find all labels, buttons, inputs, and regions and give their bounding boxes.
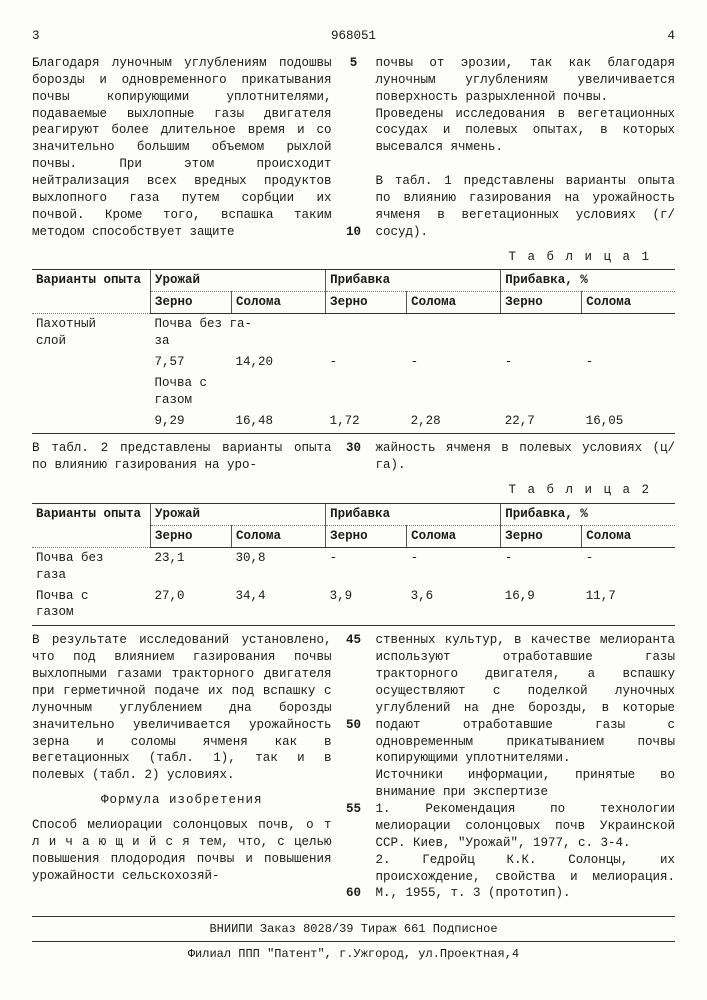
top-columns: Благодаря луночным углублениям подошвы б… xyxy=(32,55,675,241)
page-right: 4 xyxy=(667,28,675,45)
table1-caption: Т а б л и ц а 1 xyxy=(32,249,651,266)
page-header: 3 968051 4 xyxy=(32,28,675,45)
t1-rowlabel: Пахотный слой xyxy=(32,314,151,352)
table2: Варианты опыта Урожай Прибавка Прибавка,… xyxy=(32,503,675,626)
line-numbers-bottom: 45 50 55 60 xyxy=(346,632,362,902)
formula-title: Формула изобретения xyxy=(32,792,332,809)
page-left: 3 xyxy=(32,28,40,45)
bottom-columns: В результате исследований установлено, ч… xyxy=(32,632,675,902)
footer: ВНИИПИ Заказ 8028/39 Тираж 661 Подписное… xyxy=(32,916,675,962)
line-numbers-top: 5 10 xyxy=(346,55,362,241)
bottom-right: ственных культур, в качестве мелиоранта … xyxy=(376,632,676,902)
mid-columns: В табл. 2 представлены варианты опыта по… xyxy=(32,440,675,474)
table2-caption: Т а б л и ц а 2 xyxy=(32,482,651,499)
top-left-col: Благодаря луночным углублениям подошвы б… xyxy=(32,55,332,241)
table1: Варианты опыта Урожай Прибавка Прибавка,… xyxy=(32,269,675,434)
bottom-left: В результате исследований установлено, ч… xyxy=(32,632,332,902)
top-right-col: почвы от эрозии, так как благодаря луноч… xyxy=(376,55,676,241)
doc-number: 968051 xyxy=(331,28,376,45)
